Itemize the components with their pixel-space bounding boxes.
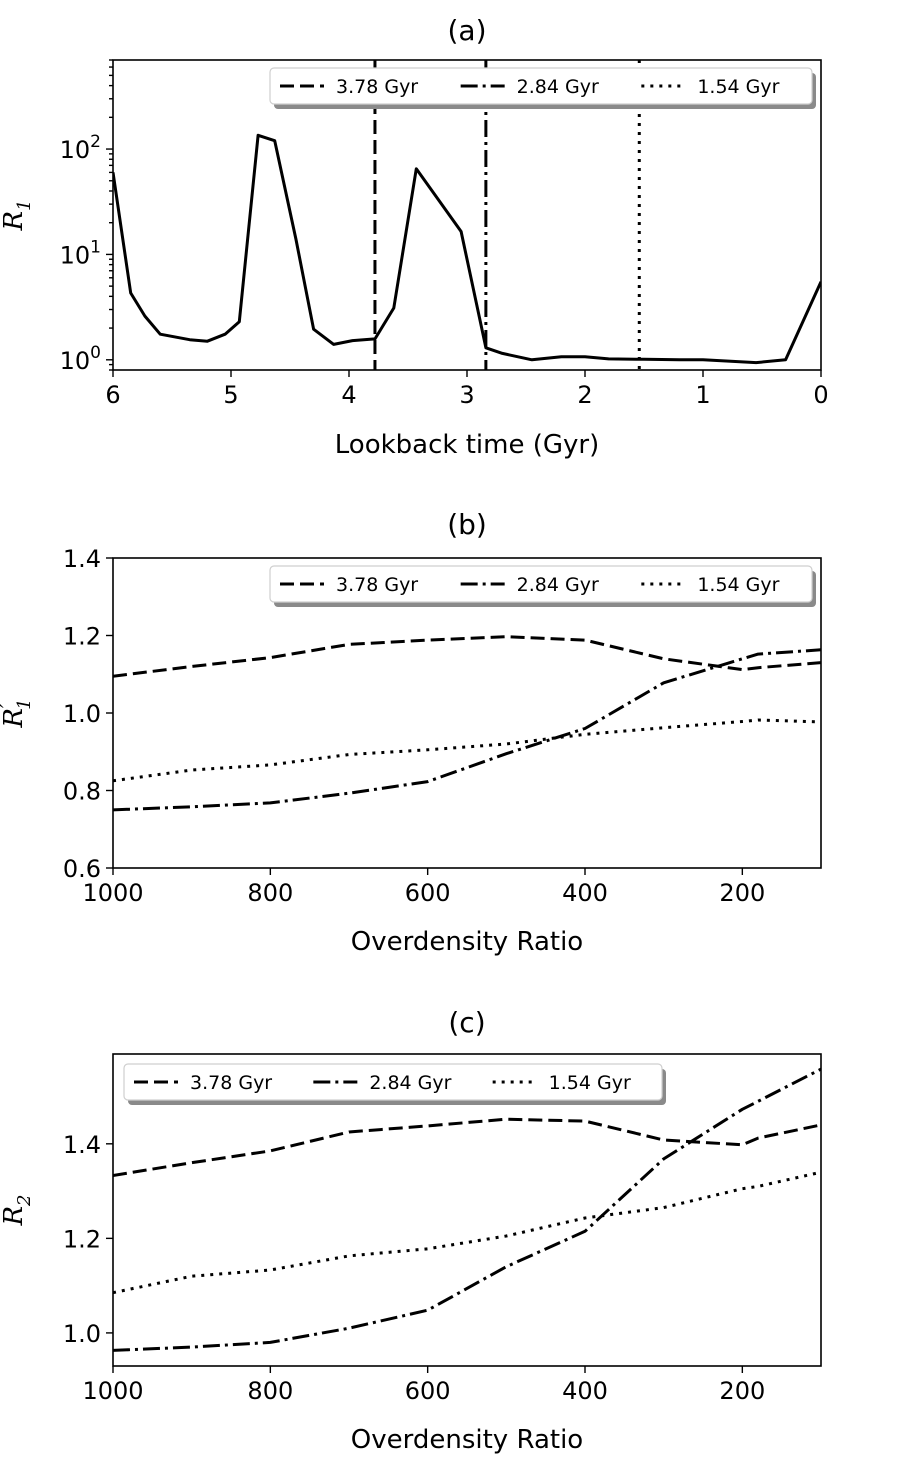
y-axis-label: R1 [0,199,35,231]
x-axis-label: Overdensity Ratio [351,927,583,957]
x-axis-label: Lookback time (Gyr) [335,430,599,460]
y-tick-label: 1.2 [63,1225,101,1253]
chart-panel-b: (b) 1000 800 600 400 200 0.6 0.8 1.0 1.2 1.4 Overde… [0,508,822,957]
legend-label: 2.84 Gyr [517,76,599,98]
y-tick-label: 101 [60,237,101,269]
y-tick-label: 102 [60,132,101,164]
legend-box [269,67,813,105]
legend-label: 2.84 Gyr [517,574,599,596]
y-tick-label: 100 [60,343,101,375]
panel-title: (a) [447,14,486,47]
legend-box [123,1063,663,1101]
legend-label: 1.54 Gyr [549,1072,631,1094]
y-tick-label: 1.0 [63,700,101,728]
x-tick-label: 0 [813,381,828,409]
y-tick-label: 0.6 [63,855,101,883]
x-tick-label: 3 [459,381,474,409]
y-tick-exponent: 2 [90,132,101,152]
x-tick-label: 200 [719,879,765,907]
legend: 3.78 Gyr 2.84 Gyr 1.54 Gyr [269,67,816,109]
y-axis-label: R′1 [0,698,35,728]
x-tick-label: 6 [105,381,120,409]
legend-label: 3.78 Gyr [336,76,418,98]
plot-area [113,1067,821,1352]
y-tick-label: 1.4 [63,1131,101,1159]
y-tick-exponent: 1 [90,237,101,257]
y-axis-label-prime: ′ [0,704,18,708]
series-line-dashdot [113,648,821,812]
y-axis-label-subscript: 2 [14,1194,35,1206]
x-tick-label: 1000 [82,1377,143,1405]
x-tick-label: 400 [562,879,608,907]
legend: 3.78 Gyr 2.84 Gyr 1.54 Gyr [269,565,816,607]
series-line-dashed [113,1117,821,1177]
y-axis-label-subscript: 1 [14,199,35,210]
y-tick-label: 0.8 [63,778,101,806]
legend-label: 1.54 Gyr [697,76,779,98]
x-tick-label: 5 [223,381,238,409]
y-axis-label-subscript: 1 [14,698,35,709]
legend-label: 2.84 Gyr [369,1072,451,1094]
x-tick-label: 1 [695,381,710,409]
chart-panel-c: (c) 1000 800 600 400 200 1.0 1.2 1.4 Overdensity … [0,1006,822,1455]
legend-box [269,565,813,603]
series-line-dotted [113,1170,821,1295]
series-line-dotted [113,718,821,783]
x-tick-label: 400 [562,1377,608,1405]
legend-label: 3.78 Gyr [190,1072,272,1094]
plot-frame [112,1053,822,1367]
series-line-dashdot [113,1067,821,1352]
plot-area [113,60,821,370]
y-tick-label: 1.4 [63,545,101,573]
y-tick-label: 1.2 [63,623,101,651]
y-axis-label: R2 [0,1194,35,1226]
x-tick-label: 200 [719,1377,765,1405]
panel-title: (c) [448,1006,485,1039]
x-tick-label: 600 [405,1377,451,1405]
series-line-solid [113,133,821,365]
y-tick-exponent: 0 [90,343,101,363]
x-tick-label: 1000 [82,879,143,907]
panel-title: (b) [447,508,487,541]
legend-label: 3.78 Gyr [336,574,418,596]
x-tick-label: 4 [341,381,356,409]
legend-label: 1.54 Gyr [697,574,779,596]
legend: 3.78 Gyr 2.84 Gyr 1.54 Gyr [123,1063,666,1105]
y-tick-label: 1.0 [63,1320,101,1348]
x-tick-label: 600 [405,879,451,907]
series-line-dashed [113,635,821,678]
x-axis-label: Overdensity Ratio [351,1425,583,1455]
x-tick-label: 2 [577,381,592,409]
x-tick-label: 800 [247,879,293,907]
x-tick-label: 800 [247,1377,293,1405]
plot-area [113,635,821,812]
